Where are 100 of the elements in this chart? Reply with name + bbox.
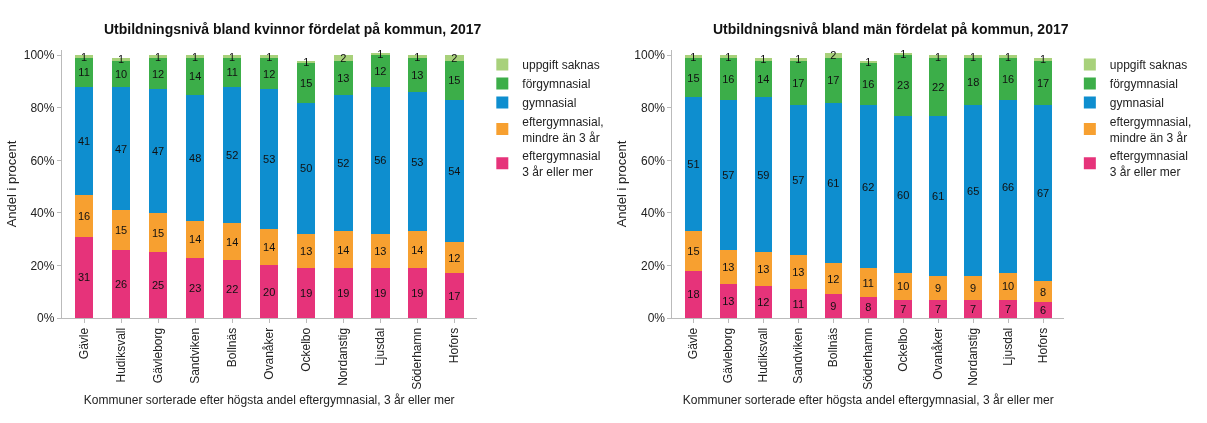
data-label: 25 [151,279,165,292]
data-label: 14 [411,243,424,256]
bar [371,86,390,234]
bar [259,89,279,229]
x-tick-label: Gävleborg [721,327,736,384]
legend-label: eftergymnasial 3 år eller mer [1109,149,1188,179]
bar [929,275,947,300]
bar [964,299,982,318]
data-label: 11 [226,66,238,79]
data-label: 9 [830,300,837,313]
bar [445,60,464,100]
bar [1034,281,1052,303]
data-label: 13 [374,245,387,257]
bar [754,97,773,253]
bar [999,273,1017,300]
data-label: 1 [970,50,977,63]
y-tick-label: 60% [640,153,666,168]
data-label: 56 [374,154,387,167]
x-tick-label: Sandviken [188,327,203,384]
x-tick-label: Hudiksvall [756,327,771,383]
data-label: 15 [687,71,700,84]
data-label: 11 [78,66,90,79]
data-label: 20 [263,285,276,298]
bar [296,268,316,318]
x-tick-label: Ljusdal [1001,327,1016,366]
legend-label: gymnasial [522,96,577,111]
data-label: 19 [337,287,350,300]
bar [334,268,353,318]
data-label: 41 [77,134,91,147]
data-label: 6 [1040,304,1047,317]
data-label: 61 [932,189,945,202]
data-label: 53 [263,153,276,166]
bar [964,105,982,276]
data-label: 10 [1002,280,1015,293]
y-tick-label: 60% [30,153,55,168]
y-tick-label: 100% [634,48,666,63]
bar [334,60,353,95]
data-label: 23 [897,79,910,92]
legend-label: förgymnasial [1109,77,1178,92]
bar [408,268,427,318]
bar [334,94,353,232]
chart-title: Utbildningsnivå bland kvinnor fördelat på kommun, 2017 [104,21,482,37]
data-label: 17 [827,74,840,87]
bar [148,252,168,318]
data-label: 12 [263,67,276,80]
data-label: 2 [451,51,458,64]
bar [824,102,843,263]
data-label: 26 [114,277,128,290]
data-label: 13 [722,294,735,307]
x-tick-label: Ovanåker [262,327,277,380]
data-label: 19 [300,287,313,300]
data-label: 18 [687,288,700,301]
legend-label: uppgift saknas [1109,58,1188,73]
data-label: 12 [827,272,840,285]
y-tick-label: 40% [30,206,55,221]
bar [185,220,205,258]
data-label: 60 [897,188,910,201]
legend-label: förgymnasial [522,77,591,92]
y-tick-label: 80% [30,101,55,115]
data-label: 13 [792,266,805,279]
data-label: 1 [80,50,88,63]
x-tick-label: Ovanåker [931,327,946,380]
x-tick-label: Ljusdal [373,327,388,366]
data-label: 47 [114,142,128,155]
data-label: 12 [757,296,770,309]
data-label: 18 [967,75,980,88]
bar [222,86,242,224]
bar [719,99,738,250]
data-label: 51 [687,158,700,171]
data-label: 8 [865,301,872,314]
data-label: 66 [1002,180,1015,193]
data-label: 10 [897,280,910,293]
data-label: 62 [862,180,875,193]
data-label: 1 [900,47,907,60]
bar [999,99,1017,274]
bar [222,223,242,261]
x-tick-label: Gävle [686,327,701,360]
y-tick-label: 20% [640,258,666,273]
bar [894,273,912,300]
data-label: 15 [151,226,165,239]
x-tick-label: Söderhamn [861,327,876,390]
data-label: 13 [757,263,770,276]
bar [894,115,912,274]
legend-label: uppgift saknas [522,58,600,73]
x-tick-label: Gävle [76,327,91,360]
data-label: 14 [189,233,202,246]
bar [824,57,843,103]
x-tick-label: Nordanstig [336,327,351,386]
data-label: 1 [795,53,802,66]
bar [684,270,703,318]
data-label: 17 [792,76,805,89]
x-tick-label: Nordanstig [966,327,981,386]
data-label: 48 [189,151,202,164]
data-label: 13 [300,245,313,257]
data-label: 50 [300,162,313,175]
data-label: 22 [932,80,945,93]
data-label: 15 [448,74,461,87]
data-label: 13 [722,260,735,273]
bar [964,275,982,300]
data-label: 15 [687,245,700,257]
